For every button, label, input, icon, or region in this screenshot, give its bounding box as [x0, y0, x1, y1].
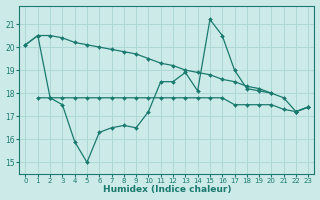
X-axis label: Humidex (Indice chaleur): Humidex (Indice chaleur) — [103, 185, 231, 194]
